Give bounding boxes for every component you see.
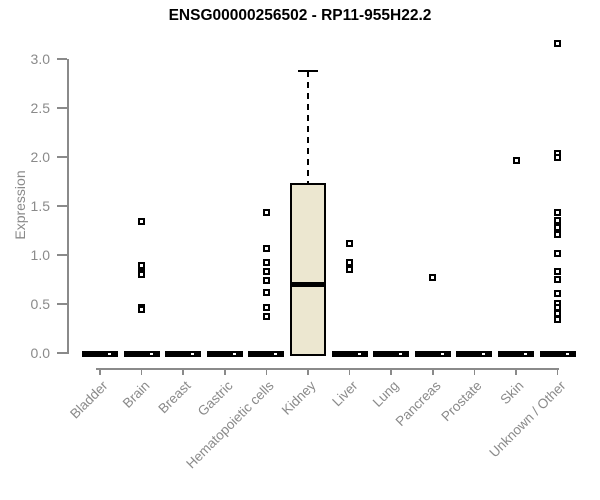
y-tick (57, 303, 67, 305)
y-axis-line (67, 59, 69, 354)
outlier-point (138, 262, 146, 270)
x-tick (515, 368, 517, 375)
x-tick (307, 368, 309, 375)
y-tick (57, 254, 67, 256)
x-tick (556, 368, 559, 375)
x-tick (224, 368, 226, 375)
y-tick-label: 0.0 (30, 345, 50, 361)
outlier-point (554, 153, 562, 161)
outlier-point (554, 224, 562, 232)
y-tick (57, 352, 67, 354)
zero-bar (414, 351, 451, 357)
outlier-point (554, 276, 562, 283)
outlier-point (262, 288, 270, 296)
outlier-point (262, 276, 270, 284)
zero-bar (373, 351, 410, 357)
zero-bar (165, 351, 202, 357)
y-tick-label: 2.0 (30, 149, 50, 165)
outlier-point (346, 239, 354, 247)
zero-bar (539, 351, 576, 357)
outlier-point (138, 218, 146, 226)
zero-bar (331, 351, 368, 357)
outlier-point (346, 266, 354, 274)
x-tick (390, 368, 392, 375)
zero-bar (456, 351, 493, 357)
zero-bar (82, 351, 118, 357)
outlier-point (554, 268, 562, 276)
outlier-point (262, 209, 270, 217)
zero-bar (498, 351, 534, 357)
median-line (290, 281, 326, 287)
outlier-point (262, 313, 270, 321)
y-tick-label: 2.5 (30, 100, 50, 116)
x-tick (265, 368, 268, 375)
outlier-point (512, 157, 520, 165)
y-tick-label: 0.5 (30, 296, 50, 312)
zero-bar (123, 351, 160, 357)
outlier-point (554, 289, 562, 297)
y-tick-label: 1.5 (30, 198, 50, 214)
y-tick (57, 107, 67, 109)
zero-bar (248, 351, 285, 357)
outlier-point (429, 274, 437, 282)
chart-title: ENSG00000256502 - RP11-955H22.2 (168, 7, 432, 24)
outlier-point (138, 306, 146, 314)
x-tick (432, 368, 434, 375)
outlier-point (346, 259, 354, 267)
outlier-point (262, 268, 270, 276)
y-tick (57, 205, 67, 207)
whisker (307, 70, 309, 184)
zero-bar (206, 351, 243, 357)
outlier-point (554, 316, 562, 324)
x-axis-line (96, 368, 559, 370)
y-tick (57, 58, 67, 60)
outlier-point (262, 244, 270, 252)
outlier-point (554, 217, 562, 225)
y-tick (57, 156, 67, 158)
x-tick (473, 368, 476, 375)
whisker-cap (298, 69, 318, 72)
outlier-point (262, 304, 270, 312)
outlier-point (138, 271, 146, 279)
outlier-point (262, 259, 270, 267)
x-tick (99, 368, 101, 375)
outlier-point (554, 249, 562, 257)
box (290, 183, 326, 356)
y-tick-label: 1.0 (30, 247, 50, 263)
x-tick (348, 368, 351, 375)
x-tick (182, 368, 184, 375)
outlier-point (554, 209, 562, 217)
y-tick-label: 3.0 (30, 51, 50, 67)
outlier-point (554, 39, 562, 47)
outlier-point (554, 230, 562, 238)
x-tick (140, 368, 143, 375)
